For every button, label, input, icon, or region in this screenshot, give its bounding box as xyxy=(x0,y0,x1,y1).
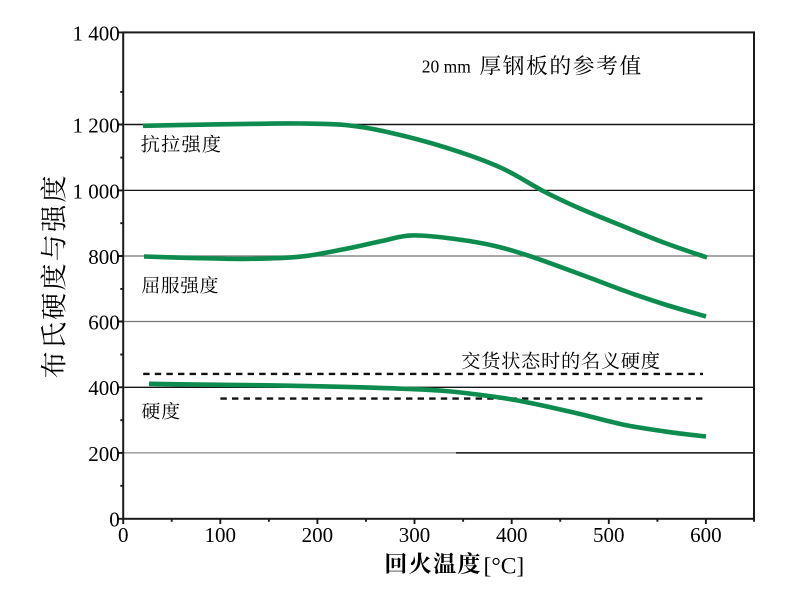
svg-text:1 000: 1 000 xyxy=(73,179,120,203)
svg-text:200: 200 xyxy=(88,442,120,466)
svg-text:600: 600 xyxy=(690,523,722,547)
svg-text:600: 600 xyxy=(88,310,120,334)
svg-text:1 200: 1 200 xyxy=(73,113,120,137)
svg-text:200: 200 xyxy=(302,523,334,547)
svg-text:[°C]: [°C] xyxy=(484,554,525,580)
svg-text:500: 500 xyxy=(593,523,625,547)
svg-text:100: 100 xyxy=(205,523,237,547)
svg-text:1 400: 1 400 xyxy=(73,21,120,45)
svg-text:800: 800 xyxy=(88,245,120,269)
svg-text:400: 400 xyxy=(88,376,120,400)
svg-text:0: 0 xyxy=(118,523,129,547)
svg-text:400: 400 xyxy=(496,523,528,547)
svg-text:0: 0 xyxy=(109,508,120,532)
svg-text:300: 300 xyxy=(399,523,431,547)
svg-text:20 mm: 20 mm xyxy=(422,57,471,77)
